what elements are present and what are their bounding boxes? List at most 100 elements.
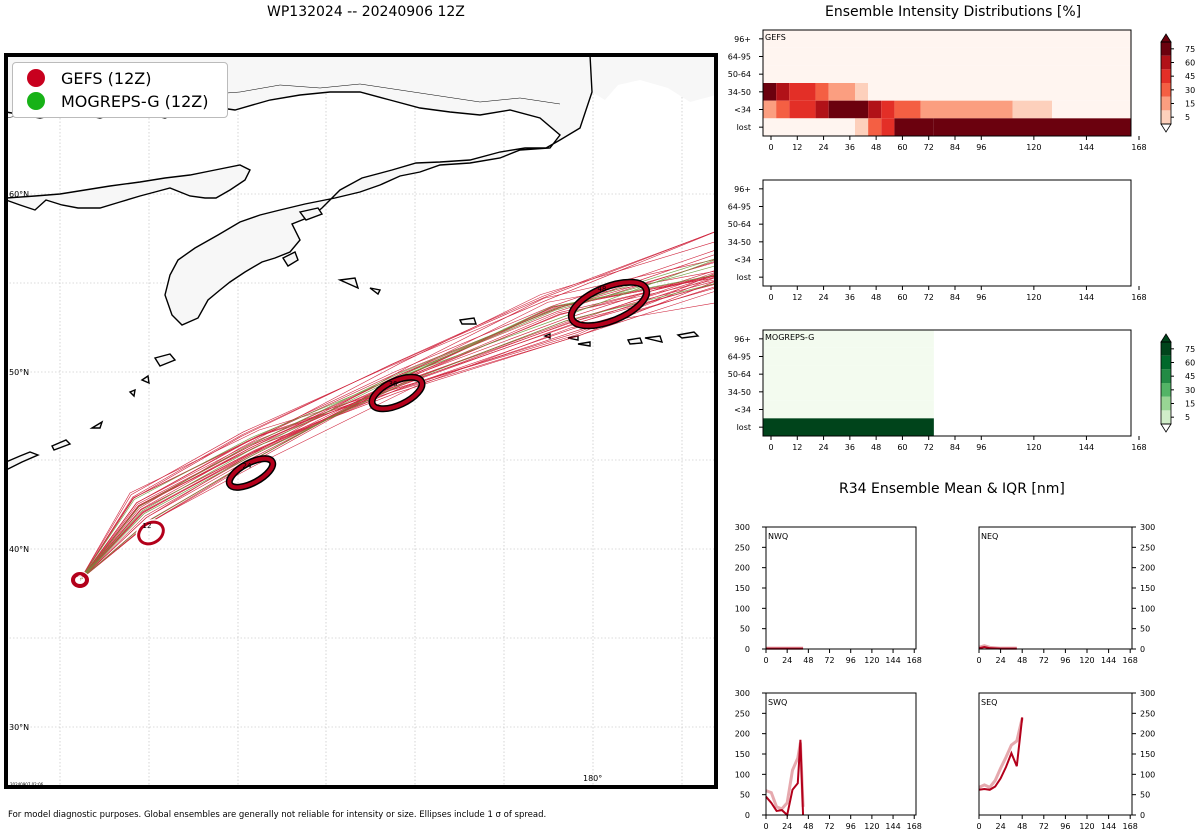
track-hour-labels: 0 12 24 36 48 [78,285,607,582]
heatmap-cell [855,118,869,136]
colorbar-label: 75 [1185,45,1195,54]
r34-x-label: 144 [1101,656,1116,665]
map-graticule [6,55,716,787]
r34-x-label: 96 [846,822,856,831]
colorbar-segment [1161,69,1171,83]
colorbar-label: 5 [1185,413,1190,422]
colorbar-segment [1161,55,1171,70]
spread-ellipses [70,278,651,589]
heatmap-y-label: 96+ [734,185,751,194]
gefs-member-track [79,231,717,581]
heatmap-x-label: 120 [1026,293,1041,302]
gefs-member-track [79,241,717,581]
lon-label-180: 180° [583,774,602,783]
r34-y-label: 100 [1140,604,1155,613]
heatmap-y-label: <34 [734,256,751,265]
r34-title: R34 Ensemble Mean & IQR [nm] [839,481,1065,497]
heatmap-x-label: 12 [792,143,802,152]
r34-y-label: 50 [740,625,750,634]
mogreps-member-track [79,259,717,581]
map-legend: GEFS (12Z) MOGREPS-G (12Z) [12,62,228,118]
heatmap-frame [762,329,1132,437]
colorbar-mogreps-g: 5 15 30 45 60 75 [1160,333,1195,433]
r34-x-label: 0 [763,822,768,831]
heatmap-cell [868,118,882,136]
r34-frame [978,526,1133,650]
heatmap-cell [894,100,921,119]
r34-x-label: 72 [824,656,834,665]
heatmap-x-label: 60 [897,143,907,152]
colorbar-label: 60 [1185,359,1195,368]
colorbar-label: 5 [1185,113,1190,122]
heatmap-x-label: 144 [1079,143,1094,152]
r34-x-label: 120 [864,822,879,831]
heatmap-y-label: 50-64 [728,370,751,379]
gefs-member-track [79,231,717,581]
heatmap-x-label: 84 [950,443,960,452]
colorbar-segment [1161,342,1171,356]
heatmap-y-label: 50-64 [728,70,751,79]
colorbar-label: 45 [1185,372,1195,381]
ellipse-hour-36-inner [370,375,424,411]
heatmap-x-label: 120 [1026,443,1041,452]
heatmap-cell [763,100,777,119]
colorbar-label: 30 [1185,386,1195,395]
r34-y-label: 0 [745,811,750,820]
map-title: WP132024 -- 20240906 12Z [267,4,465,20]
r34-mean-line [978,717,1024,791]
colorbar-label: 15 [1185,400,1195,409]
heatmap-x-label: 96 [976,143,986,152]
heatmap-cell [763,65,1131,83]
r34-x-label: 144 [1101,822,1116,831]
track-hour-24: 24 [243,462,252,470]
r34-y-label: 0 [1140,645,1145,654]
colorbar-label: 15 [1185,100,1195,109]
r34-y-label: 150 [1140,750,1155,759]
r34-x-label: 48 [1017,656,1027,665]
heatmap-x-label: 60 [897,293,907,302]
lat-label-60: 60°N [9,190,29,199]
r34-y-label: 200 [735,730,750,739]
track-hour-48: 48 [598,285,607,293]
legend-item-gefs: GEFS (12Z) [27,67,151,89]
heatmap-cell [763,418,934,436]
r34-x-label: 72 [1039,656,1049,665]
heatmap-x-label: 84 [950,293,960,302]
r34-x-label: 120 [1079,822,1094,831]
heatmap-x-label: 12 [792,293,802,302]
heatmap-cell [828,100,869,119]
heatmap-cell [763,118,855,136]
heatmap-cell [868,100,882,119]
heatmap-cell [868,83,1131,101]
heatmap-frame [762,179,1132,287]
legend-item-mogreps: MOGREPS-G (12Z) [27,90,208,112]
heatmap-x-label: 48 [871,443,881,452]
r34-y-label: 100 [1140,770,1155,779]
r34-quadrant-label: NWQ [768,532,788,541]
r34-x-label: 24 [996,656,1006,665]
colorbar-max-arrow [1160,33,1172,43]
heatmap-y-label: 34-50 [728,388,751,397]
heatmap-x-label: 0 [768,443,773,452]
r34-frame [978,692,1133,816]
legend-label-gefs: GEFS (12Z) [61,68,152,88]
heatmap-x-label: 84 [950,143,960,152]
r34-y-label: 0 [1140,811,1145,820]
gefs-member-track [79,275,717,581]
heatmap-y-label: 96+ [734,35,751,44]
heatmap-y-label: lost [737,423,751,432]
r34-y-label: 0 [745,645,750,654]
heatmap-cell [776,100,790,119]
r34-y-label: 150 [1140,584,1155,593]
colorbar-min-arrow [1160,123,1172,133]
heatmap-y-label: 96+ [734,335,751,344]
colorbar-label: 75 [1185,345,1195,354]
r34-x-label: 96 [1060,656,1070,665]
r34-y-label: 300 [735,523,750,532]
heatmap-cell [763,383,934,401]
heatmap-y-label: lost [737,123,751,132]
r34-y-label: 300 [735,689,750,698]
heatmap-cell [763,30,1131,48]
ellipse-hour-48-inner [569,280,649,328]
map-timestamp: 20240907 02:06 [10,782,44,787]
